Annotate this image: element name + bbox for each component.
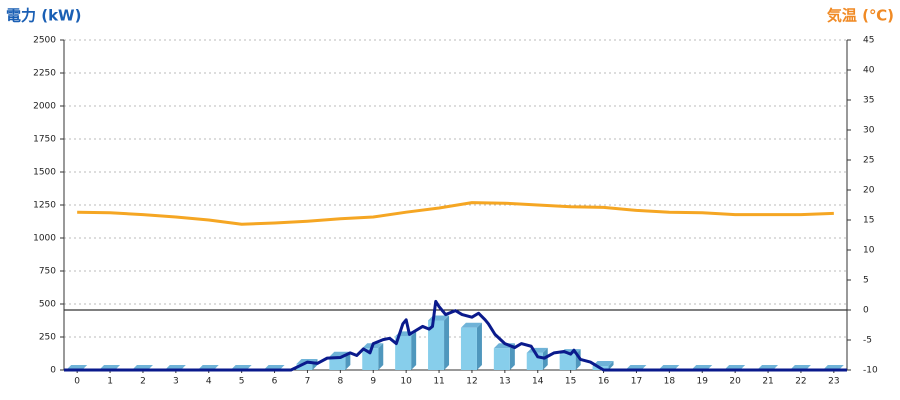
bar <box>493 348 510 370</box>
x-tick-label: 2 <box>140 377 146 387</box>
y2-tick-label: 5 <box>863 276 869 286</box>
y2-tick-label: 25 <box>863 156 874 166</box>
line <box>77 201 834 226</box>
bar-side <box>411 331 417 370</box>
x-tick-label: 14 <box>532 377 544 387</box>
x-tick-label: 12 <box>466 377 477 387</box>
y-tick-label: 250 <box>39 333 56 343</box>
x-tick-label: 16 <box>598 377 610 387</box>
bar-side <box>476 322 482 370</box>
y2-tick-label: 45 <box>863 36 874 46</box>
bar-side <box>444 315 450 370</box>
x-tick-label: 19 <box>697 377 709 387</box>
y-tick-label: 2250 <box>33 69 56 79</box>
y-tick-label: 1500 <box>33 168 56 178</box>
bar <box>362 348 379 370</box>
x-tick-label: 17 <box>631 377 642 387</box>
x-tick-label: 20 <box>729 377 741 387</box>
y2-tick-label: 40 <box>863 66 875 76</box>
y-tick-label: 0 <box>50 366 56 376</box>
y-axis-label: 電力 (kW) <box>6 7 81 25</box>
y2-tick-label: 35 <box>863 96 874 106</box>
y-tick-label: 1000 <box>33 234 56 244</box>
bar <box>526 352 543 370</box>
y-tick-label: 1250 <box>33 201 56 211</box>
y2-tick-label: -5 <box>863 336 872 346</box>
bar <box>559 354 576 370</box>
y-tick-label: 2500 <box>33 36 56 46</box>
x-tick-label: 1 <box>107 377 113 387</box>
bar-side <box>509 343 515 370</box>
y-tick-label: 1750 <box>33 135 56 145</box>
x-tick-label: 7 <box>305 377 311 387</box>
bar <box>460 327 477 370</box>
bar-top <box>460 322 482 328</box>
y2-tick-label: 15 <box>863 216 874 226</box>
x-tick-label: 21 <box>762 377 773 387</box>
bar <box>296 364 313 370</box>
y2-tick-label: 20 <box>863 186 875 196</box>
y2-tick-label: 0 <box>863 306 869 316</box>
y2-axis-label: 気温 (℃) <box>827 7 894 25</box>
bar-side <box>345 351 351 370</box>
x-tick-label: 10 <box>400 377 412 387</box>
x-tick-label: 18 <box>664 377 676 387</box>
bar-side <box>608 361 614 370</box>
line <box>64 299 847 372</box>
y2-tick-label: -10 <box>863 366 878 376</box>
x-tick-label: 11 <box>433 377 444 387</box>
x-tick-label: 8 <box>337 377 343 387</box>
x-tick-label: 9 <box>370 377 376 387</box>
y2-tick-label: 10 <box>863 246 875 256</box>
y-tick-label: 750 <box>39 267 56 277</box>
y-tick-label: 500 <box>39 300 56 310</box>
y-tick-label: 2000 <box>33 102 56 112</box>
bar-side <box>378 343 384 370</box>
x-tick-label: 23 <box>828 377 839 387</box>
x-tick-label: 4 <box>206 377 212 387</box>
y2-tick-label: 30 <box>863 126 875 136</box>
x-tick-label: 13 <box>499 377 510 387</box>
x-tick-label: 0 <box>74 377 80 387</box>
bar <box>329 356 346 370</box>
x-tick-label: 15 <box>565 377 576 387</box>
x-tick-label: 22 <box>795 377 806 387</box>
bar <box>395 336 412 370</box>
bar <box>428 320 445 370</box>
x-tick-label: 5 <box>239 377 245 387</box>
x-tick-label: 6 <box>272 377 278 387</box>
x-tick-label: 3 <box>173 377 179 387</box>
